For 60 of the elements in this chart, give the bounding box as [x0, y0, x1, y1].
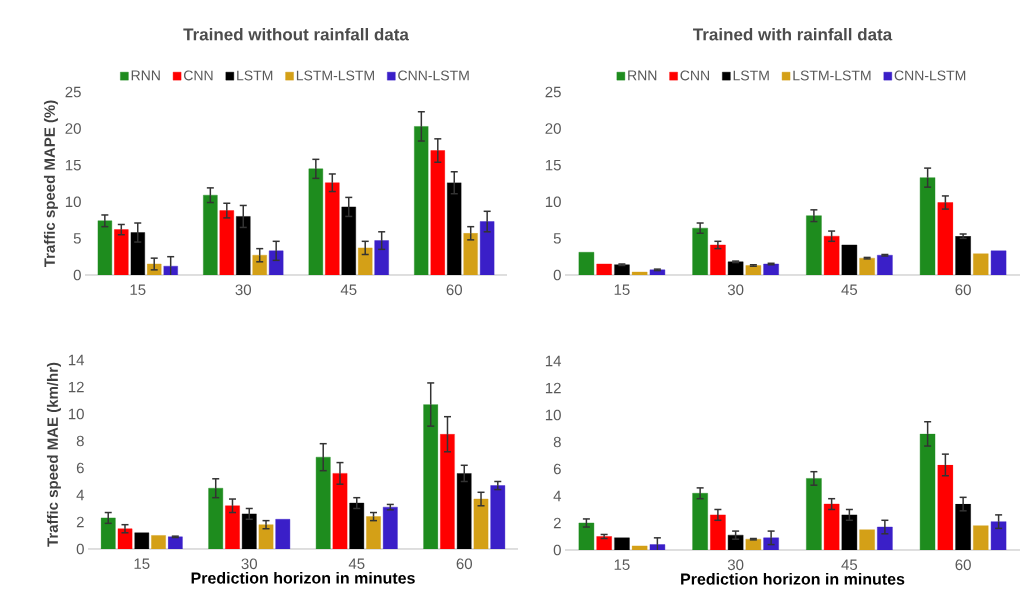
- y-tick-label: 20: [545, 123, 561, 134]
- x-axis-title: Prediction horizon in minutes: [191, 572, 415, 584]
- y-tick-label: 5: [73, 233, 81, 244]
- x-tick-label: 15: [614, 559, 630, 570]
- y-tick-label: 6: [553, 463, 561, 475]
- y-tick-label: 0: [553, 269, 561, 281]
- y-tick-label: 0: [76, 543, 84, 555]
- y-axis-title: Traffic speed MAE (km/hr): [46, 362, 61, 547]
- x-tick-label: 15: [614, 284, 630, 295]
- y-tick-label: 14: [545, 355, 562, 367]
- legend-label: LSTM: [237, 70, 273, 81]
- y-tick-label: 8: [76, 435, 84, 447]
- y-tick-label: 15: [545, 159, 561, 171]
- x-tick-label: 30: [235, 284, 251, 296]
- chart-title: Trained with rainfall data: [693, 27, 893, 41]
- y-tick-label: 2: [553, 517, 561, 529]
- x-tick-label: 30: [727, 284, 744, 296]
- legend-label: CNN-LSTM: [398, 70, 469, 81]
- y-tick-label: 10: [68, 408, 84, 420]
- x-tick-label: 60: [955, 559, 971, 571]
- x-tick-label: 60: [446, 284, 462, 296]
- y-tick-label: 2: [76, 516, 84, 528]
- y-tick-label: 12: [68, 381, 84, 393]
- y-tick-label: 6: [76, 462, 84, 474]
- x-tick-label: 30: [241, 558, 257, 570]
- y-tick-label: 15: [65, 159, 81, 171]
- y-tick-label: 5: [553, 233, 561, 244]
- legend-label: RNN: [628, 70, 657, 81]
- y-tick-label: 8: [553, 436, 561, 448]
- y-tick-label: 25: [65, 86, 81, 98]
- x-tick-label: 45: [340, 284, 357, 295]
- legend-label: LSTM: [733, 70, 769, 81]
- y-tick-label: 4: [76, 489, 85, 501]
- legend-label: CNN: [184, 70, 213, 81]
- x-tick-label: 45: [841, 284, 858, 295]
- y-tick-label: 10: [65, 196, 81, 208]
- x-tick-label: 15: [134, 558, 150, 569]
- y-tick-label: 12: [545, 382, 561, 394]
- x-tick-label: 15: [130, 284, 146, 295]
- chart-title: Trained without rainfall data: [183, 27, 409, 41]
- x-tick-label: 30: [727, 559, 744, 571]
- legend-label: LSTM-LSTM: [793, 70, 871, 81]
- y-tick-label: 0: [73, 269, 81, 281]
- x-tick-label: 45: [841, 559, 858, 570]
- y-tick-label: 10: [545, 409, 561, 421]
- legend-label: CNN: [680, 70, 709, 81]
- legend-label: RNN: [131, 70, 160, 81]
- legend-label: CNN-LSTM: [894, 70, 966, 81]
- x-tick-label: 60: [456, 558, 472, 570]
- y-axis-title: Traffic speed MAPE (%): [43, 100, 58, 268]
- x-tick-label: 45: [348, 558, 365, 569]
- x-tick-label: 60: [955, 284, 971, 296]
- y-tick-label: 10: [545, 196, 561, 208]
- legend-label: LSTM-LSTM: [296, 70, 374, 81]
- x-axis-title: Prediction horizon in minutes: [681, 573, 905, 585]
- y-tick-label: 4: [553, 490, 562, 502]
- y-tick-label: 14: [68, 354, 85, 366]
- y-tick-label: 20: [65, 123, 81, 134]
- y-tick-label: 0: [553, 544, 561, 556]
- y-tick-label: 25: [545, 86, 561, 98]
